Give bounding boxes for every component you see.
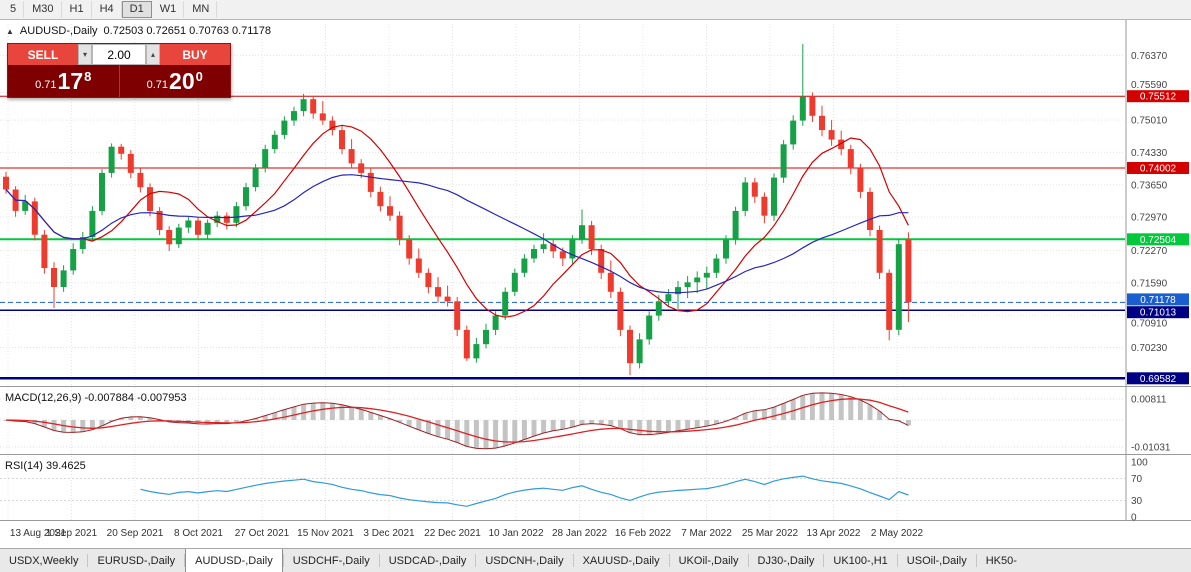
chart-tab-bar: USDX,Weekly EURUSD-,Daily AUDUSD-,Daily USD… — [0, 548, 1191, 572]
svg-text:28 Jan 2022: 28 Jan 2022 — [552, 528, 607, 539]
chart-window: 13 Aug 2021 1 Sep 2021 20 Sep 2021 8 Oct 20… — [0, 20, 1191, 548]
chart-tab-dj30-daily[interactable]: DJ30-,Daily — [757, 554, 815, 567]
svg-text:13 Apr 2022: 13 Apr 2022 — [807, 528, 861, 539]
sell-price-pip: 8 — [84, 69, 92, 84]
tab-separator — [668, 554, 670, 567]
tab-separator — [184, 554, 186, 567]
svg-text:MACD(12,26,9) -0.007884 -0.007: MACD(12,26,9) -0.007884 -0.007953 — [5, 392, 187, 404]
chart-tab-audusd-daily[interactable]: AUDUSD-,Daily — [185, 549, 283, 572]
timeframe-button-h1[interactable]: H1 — [62, 1, 92, 18]
svg-text:0.75590: 0.75590 — [1131, 80, 1168, 91]
timeframe-button-h4[interactable]: H4 — [92, 1, 122, 18]
svg-text:-0.01031: -0.01031 — [1131, 443, 1171, 454]
volume-input[interactable] — [92, 44, 146, 65]
svg-text:20 Sep 2021: 20 Sep 2021 — [107, 528, 164, 539]
collapse-panel-icon[interactable]: ▲ — [6, 26, 14, 36]
sell-button[interactable]: SELL — [8, 44, 78, 65]
svg-text:27 Oct 2021: 27 Oct 2021 — [235, 528, 290, 539]
svg-text:0.72504: 0.72504 — [1140, 235, 1177, 246]
svg-text:0.72270: 0.72270 — [1131, 246, 1168, 257]
svg-text:0.75512: 0.75512 — [1140, 92, 1177, 103]
svg-text:0.70910: 0.70910 — [1131, 319, 1168, 330]
svg-text:0.75010: 0.75010 — [1131, 116, 1168, 127]
svg-text:16 Feb 2022: 16 Feb 2022 — [615, 528, 672, 539]
caret-down-icon: ▾ — [82, 50, 87, 59]
svg-text:0: 0 — [1131, 513, 1137, 524]
chart-tab-usdchf-daily[interactable]: USDCHF-,Daily — [292, 554, 370, 567]
svg-text:0.74002: 0.74002 — [1140, 164, 1177, 175]
sell-price-main: 17 — [57, 68, 84, 94]
buy-price-prefix: 0.71 — [146, 78, 169, 91]
chart-tab-usdx-weekly[interactable]: USDX,Weekly — [9, 554, 79, 567]
svg-text:1 Sep 2021: 1 Sep 2021 — [46, 528, 98, 539]
svg-text:13 Aug 2021: 13 Aug 2021 — [10, 528, 67, 539]
svg-text:7 Mar 2022: 7 Mar 2022 — [681, 528, 732, 539]
svg-text:0.71013: 0.71013 — [1140, 308, 1177, 319]
one-click-trading-panel: SELL ▾ ▴ BUY 0.71 17 8 0.71 20 0 — [7, 43, 231, 98]
svg-text:0.69582: 0.69582 — [1140, 374, 1177, 385]
tab-separator — [572, 554, 574, 567]
sell-price[interactable]: 0.71 17 8 — [8, 65, 120, 97]
svg-text:0.72970: 0.72970 — [1131, 213, 1168, 224]
volume-decrease-button[interactable]: ▾ — [78, 44, 92, 65]
svg-text:0.74330: 0.74330 — [1131, 148, 1168, 159]
tab-separator — [378, 554, 380, 567]
chart-tab-uk100-h1[interactable]: UK100-,H1 — [833, 554, 888, 567]
chart-tab-usoil-daily[interactable]: USOil-,Daily — [906, 554, 967, 567]
buy-price[interactable]: 0.71 20 0 — [120, 65, 231, 97]
chart-title: ▲ AUDUSD-,Daily 0.72503 0.72651 0.70763 … — [6, 25, 271, 37]
svg-text:2 May 2022: 2 May 2022 — [871, 528, 924, 539]
volume-increase-button[interactable]: ▴ — [146, 44, 160, 65]
svg-text:0.70230: 0.70230 — [1131, 343, 1168, 354]
tab-separator — [823, 554, 825, 567]
chart-symbol-period: AUDUSD-,Daily — [19, 25, 98, 37]
buy-price-pip: 0 — [195, 69, 203, 84]
chart-tab-xauusd-daily[interactable]: XAUUSD-,Daily — [582, 554, 660, 567]
svg-text:70: 70 — [1131, 474, 1143, 485]
chart-tab-eurusd-daily[interactable]: EURUSD-,Daily — [97, 554, 176, 567]
svg-text:0.00811: 0.00811 — [1131, 395, 1167, 406]
tab-separator — [747, 554, 749, 567]
chart-tab-usdcad-daily[interactable]: USDCAD-,Daily — [388, 554, 467, 567]
svg-text:0.71590: 0.71590 — [1131, 278, 1168, 289]
chart-tab-ukoil-daily[interactable]: UKOil-,Daily — [678, 554, 739, 567]
timeframe-button-d1[interactable]: D1 — [121, 1, 152, 18]
svg-text:RSI(14) 39.4625: RSI(14) 39.4625 — [5, 460, 86, 472]
timeframe-button-mn[interactable]: MN — [184, 1, 218, 18]
chart-tab-usdcnh-daily[interactable]: USDCNH-,Daily — [485, 554, 564, 567]
buy-price-main: 20 — [169, 68, 195, 94]
svg-text:22 Dec 2021: 22 Dec 2021 — [424, 528, 481, 539]
tab-separator — [282, 554, 284, 567]
buy-button[interactable]: BUY — [160, 44, 230, 65]
svg-text:0.73650: 0.73650 — [1131, 180, 1168, 191]
timeframe-button-5[interactable]: 5 — [2, 1, 25, 18]
svg-text:25 Mar 2022: 25 Mar 2022 — [742, 528, 799, 539]
chart-tab-hk50[interactable]: HK50- — [985, 554, 1017, 567]
chart-ohlc-values: 0.72503 0.72651 0.70763 0.71178 — [103, 25, 271, 37]
tab-separator — [475, 554, 477, 567]
svg-text:30: 30 — [1131, 496, 1143, 507]
svg-text:3 Dec 2021: 3 Dec 2021 — [363, 528, 415, 539]
svg-text:100: 100 — [1131, 458, 1148, 469]
svg-text:0.76370: 0.76370 — [1131, 51, 1168, 62]
svg-text:8 Oct 2021: 8 Oct 2021 — [174, 528, 223, 539]
caret-up-icon: ▴ — [150, 50, 155, 59]
svg-text:10 Jan 2022: 10 Jan 2022 — [488, 528, 543, 539]
timeframe-button-m30[interactable]: M30 — [24, 1, 62, 18]
tab-separator — [896, 554, 898, 567]
svg-text:15 Nov 2021: 15 Nov 2021 — [297, 528, 354, 539]
timeframe-button-w1[interactable]: W1 — [152, 1, 185, 18]
svg-text:0.71178: 0.71178 — [1140, 295, 1176, 306]
timeframe-toolbar: 5 M30 H1 H4 D1 W1 MN — [0, 0, 1191, 20]
sell-price-prefix: 0.71 — [35, 78, 57, 91]
tab-separator — [87, 554, 89, 567]
tab-separator — [975, 554, 977, 567]
